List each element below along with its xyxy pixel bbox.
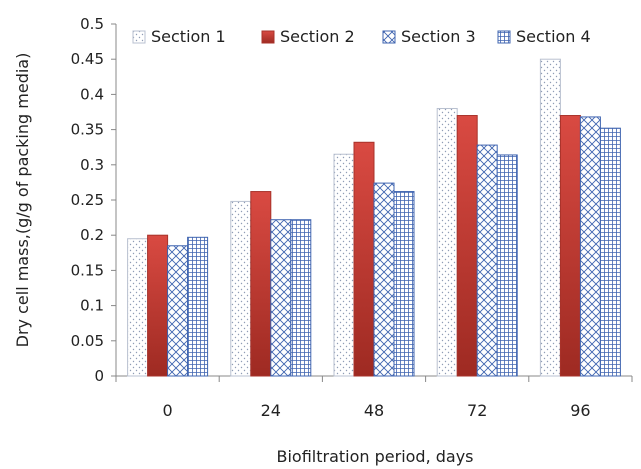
x-tick-label: 24	[261, 401, 281, 420]
x-tick-label: 72	[467, 401, 487, 420]
y-tick-label: 0.3	[80, 156, 104, 174]
bar-section-3-96	[579, 116, 601, 377]
bar-section-4-48	[393, 191, 415, 377]
bar-section-4-72	[496, 154, 518, 377]
bar-section-2-72	[456, 115, 478, 377]
legend-swatch-section-4	[497, 30, 511, 44]
x-tick-label: 96	[570, 401, 590, 420]
y-tick-label: 0.1	[80, 297, 104, 315]
bar-section-1-48	[333, 153, 355, 377]
bar-section-2-24	[250, 191, 272, 377]
y-tick-label: 0.35	[71, 121, 104, 139]
bar-section-3-24	[270, 219, 292, 377]
x-tick-label: 48	[364, 401, 384, 420]
y-tick-label: 0.45	[71, 50, 104, 68]
legend: Section 1 Section 2 Section 3 Section 4	[132, 27, 591, 46]
x-tick-label: 0	[163, 401, 173, 420]
legend-swatch-section-2	[261, 30, 275, 44]
y-tick-label: 0.05	[71, 332, 104, 350]
bar-section-4-0	[187, 236, 209, 377]
y-tick-label: 0.25	[71, 191, 104, 209]
bar-section-3-48	[373, 182, 395, 377]
bar-section-1-72	[436, 107, 458, 377]
y-tick-label: 0.5	[80, 15, 104, 33]
legend-label-section-2: Section 2	[280, 27, 355, 46]
legend-label-section-1: Section 1	[151, 27, 226, 46]
y-tick-label: 0.2	[80, 226, 104, 244]
legend-swatch-section-1	[132, 30, 146, 44]
y-axis-label: Dry cell mass,(g/g of packing media)	[13, 53, 32, 348]
bar-section-3-0	[167, 245, 189, 377]
bar-section-4-96	[599, 127, 621, 377]
bar-section-4-24	[290, 219, 312, 377]
legend-label-section-4: Section 4	[516, 27, 591, 46]
legend-label-section-3: Section 3	[401, 27, 476, 46]
bars	[127, 58, 621, 377]
bar-section-1-24	[230, 200, 252, 377]
bar-section-3-72	[476, 144, 498, 377]
bar-section-2-96	[559, 115, 581, 377]
axes: 0 0.05 0.1 0.15 0.2 0.25 0.3 0.35 0.4 0.45 0.5 0 24 4…	[71, 15, 633, 420]
y-tick-label: 0	[94, 367, 104, 385]
y-tick-label: 0.4	[80, 85, 104, 103]
bar-section-2-48	[353, 141, 375, 377]
bar-section-1-0	[127, 238, 149, 377]
bar-section-1-96	[539, 58, 561, 377]
bar-section-2-0	[147, 234, 169, 377]
legend-swatch-section-3	[382, 30, 396, 44]
x-axis-label: Biofiltration period, days	[276, 447, 473, 466]
y-tick-label: 0.15	[71, 261, 104, 279]
